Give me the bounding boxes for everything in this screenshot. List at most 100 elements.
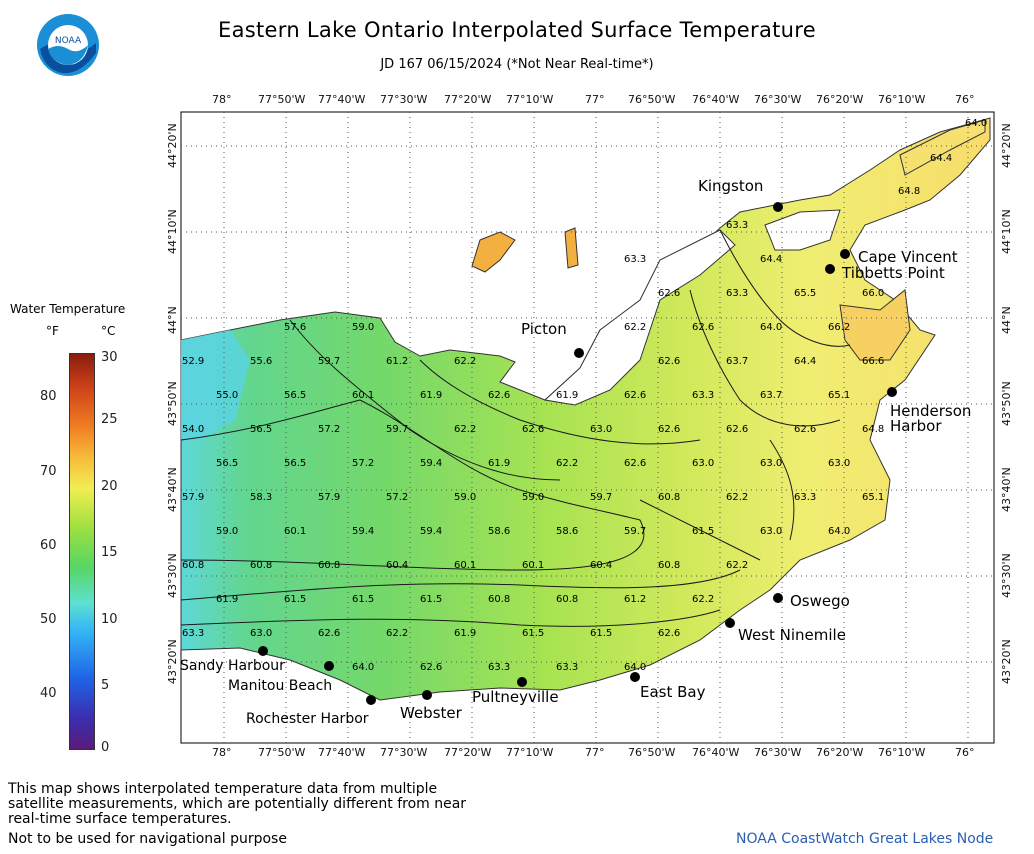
temp-label: 62.6 [726,424,748,435]
temp-label: 64.8 [898,186,920,197]
lon-label: 77°40'W [318,93,366,106]
place-label: Webster [400,704,463,722]
temp-label: 59.7 [318,356,340,367]
temp-label: 60.8 [318,560,340,571]
temp-label: 64.0 [828,526,850,537]
temp-label: 63.0 [760,458,782,469]
temp-label: 62.2 [386,628,408,639]
temp-label: 60.8 [182,560,204,571]
lon-label: 76°40'W [692,93,740,106]
lon-label: 76°20'W [816,746,864,759]
temp-label: 59.0 [522,492,544,503]
lon-label: 77° [585,93,605,106]
temp-label: 52.9 [182,356,204,367]
color-scale-bar [69,353,95,750]
lat-label: 43°40'N [166,467,179,512]
f-tick: 60 [40,538,57,553]
temp-label: 61.5 [692,526,714,537]
temp-label: 61.9 [556,390,578,401]
temp-label: 63.3 [182,628,204,639]
temp-label: 63.0 [692,458,714,469]
temp-label: 59.4 [420,526,442,537]
lon-label: 77°20'W [444,93,492,106]
place-label: West Ninemile [738,626,846,644]
lon-label: 77°30'W [380,746,428,759]
city-dot-icon [324,661,334,671]
f-tick: 70 [40,464,57,479]
f-tick: 80 [40,389,57,404]
place-label: Cape Vincent [858,248,958,266]
temp-label: 62.6 [624,458,646,469]
temp-label: 61.5 [352,594,374,605]
temp-label: 62.2 [454,424,476,435]
lon-label: 76°40'W [692,746,740,759]
temp-label: 61.2 [386,356,408,367]
temp-label: 64.0 [352,662,374,673]
temp-label: 62.2 [726,560,748,571]
temp-label: 60.4 [590,560,612,571]
c-tick: 20 [101,479,118,494]
temp-label: 61.5 [590,628,612,639]
temp-label: 55.0 [216,390,238,401]
lon-label: 77°40'W [318,746,366,759]
lon-label: 77°30'W [380,93,428,106]
temp-label: 62.2 [556,458,578,469]
lon-label: 76°30'W [754,93,802,106]
temp-label: 62.6 [658,356,680,367]
lat-label: 43°30'N [1000,553,1013,598]
temp-label: 62.6 [794,424,816,435]
city-dot-icon [725,618,735,628]
temp-label: 61.9 [454,628,476,639]
temp-label: 63.3 [726,288,748,299]
credit-line: NOAA CoastWatch Great Lakes Node [736,831,994,847]
legend-title: Water Temperature [10,302,126,316]
temp-label: 66.0 [862,288,884,299]
lat-label: 43°50'N [166,381,179,426]
temp-label: 58.3 [250,492,272,503]
temp-label: 61.9 [488,458,510,469]
lon-label: 77° [585,746,605,759]
graticule [181,112,994,743]
temp-label: 63.7 [726,356,748,367]
lon-label: 77°10'W [506,746,554,759]
legend-unit-f: °F [46,324,59,338]
temp-label: 66.6 [862,356,884,367]
temp-label: 64.0 [760,322,782,333]
city-dot-icon [887,387,897,397]
city-dot-icon [258,646,268,656]
place-label: Manitou Beach [228,678,332,694]
temp-label: 56.5 [284,458,306,469]
temp-label: 59.4 [420,458,442,469]
temp-label: 63.3 [624,254,646,265]
temp-label: 62.6 [658,424,680,435]
temp-label: 62.2 [624,322,646,333]
lat-label: 43°40'N [1000,467,1013,512]
temp-label: 58.6 [488,526,510,537]
lon-label: 76°10'W [878,93,926,106]
temp-label: 59.7 [590,492,612,503]
temp-label: 62.2 [692,594,714,605]
map-title: Eastern Lake Ontario Interpolated Surfac… [218,18,816,42]
temp-label: 59.0 [216,526,238,537]
lat-label: 44°20'N [166,123,179,168]
temp-label: 59.7 [386,424,408,435]
city-dot-icon [574,348,584,358]
temp-label: 62.6 [318,628,340,639]
lat-label: 43°50'N [1000,381,1013,426]
temp-label: 65.1 [828,390,850,401]
temp-label: 56.5 [216,458,238,469]
temp-label: 63.7 [760,390,782,401]
temp-label: 57.9 [182,492,204,503]
temp-label: 57.9 [318,492,340,503]
temp-label: 61.5 [284,594,306,605]
temp-label: 64.4 [794,356,816,367]
temp-label: 63.3 [794,492,816,503]
city-markers [258,202,897,705]
city-dot-icon [840,249,850,259]
temp-label: 62.6 [488,390,510,401]
lon-label: 77°50'W [258,93,306,106]
temp-label: 63.0 [760,526,782,537]
city-dot-icon [773,202,783,212]
lon-label: 78° [212,93,232,106]
